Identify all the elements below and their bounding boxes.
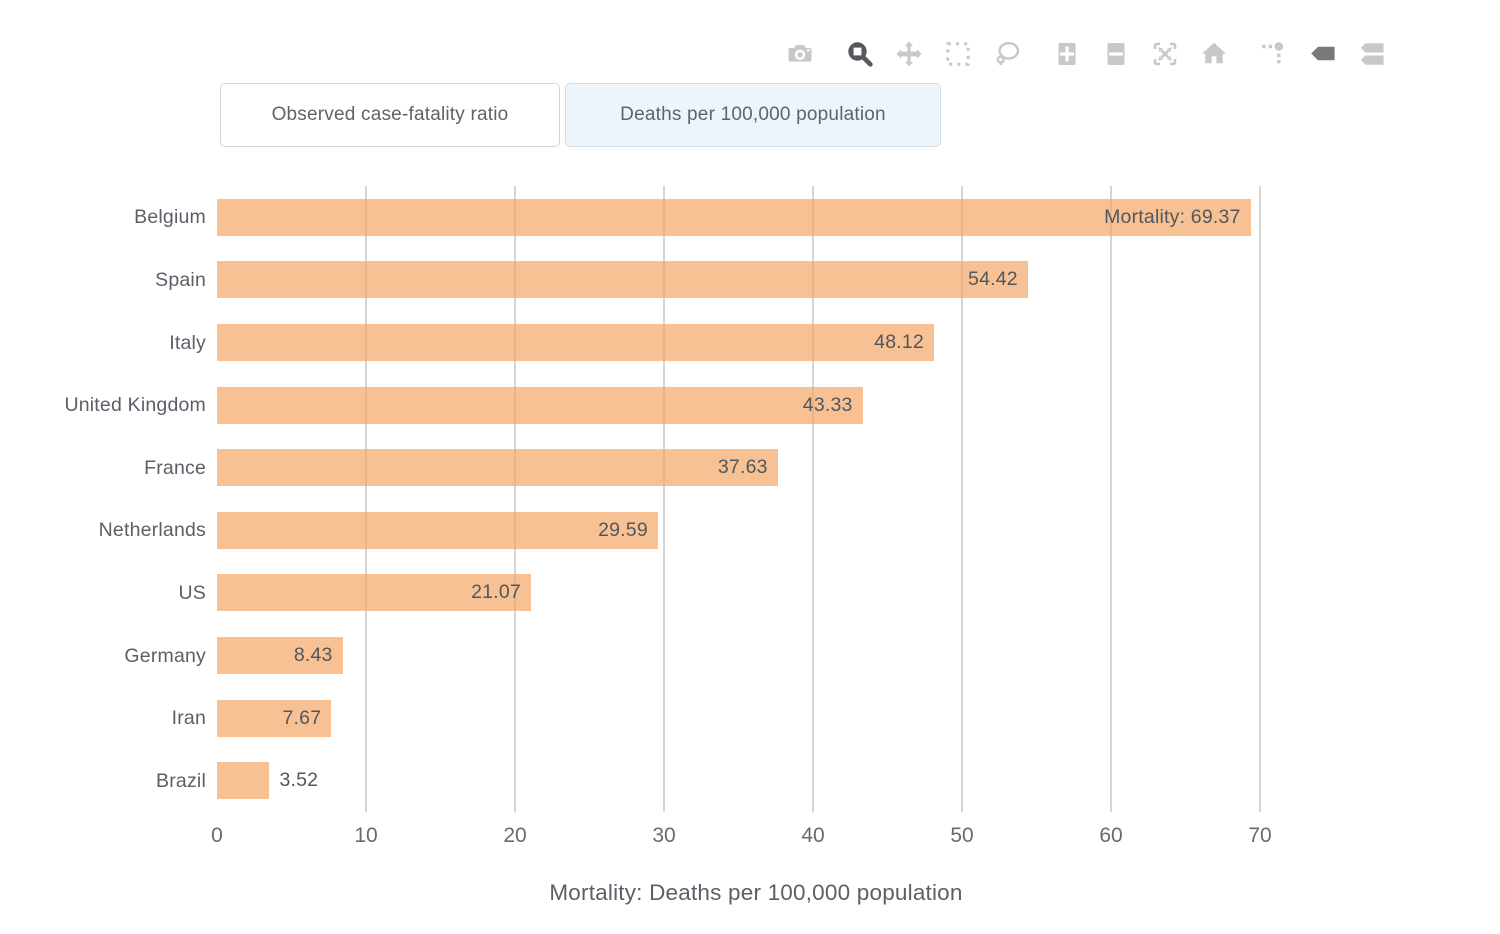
x-tick-label: 40 bbox=[801, 824, 825, 847]
gridline bbox=[961, 186, 963, 812]
x-tick-label: 10 bbox=[354, 824, 378, 847]
modebar-group-zoom bbox=[1052, 40, 1229, 68]
bar[interactable] bbox=[217, 386, 863, 424]
gridline bbox=[514, 186, 516, 812]
y-category-label: Netherlands bbox=[98, 519, 206, 542]
y-category-label: Brazil bbox=[156, 769, 206, 792]
gridline bbox=[812, 186, 814, 812]
bar-value-label: 48.12 bbox=[874, 331, 924, 353]
bar-value-label: 8.43 bbox=[293, 644, 333, 666]
button-deaths-per-100000-population[interactable]: Deaths per 100,000 population bbox=[565, 83, 941, 147]
zoom-in-icon[interactable] bbox=[1052, 40, 1082, 68]
gridline bbox=[663, 186, 665, 812]
hover-closest-icon[interactable] bbox=[1308, 40, 1338, 68]
bar-value-label: 29.59 bbox=[598, 518, 648, 541]
bar-value-label: 37.63 bbox=[717, 456, 768, 479]
lasso-select-icon[interactable] bbox=[992, 40, 1022, 68]
zoom-out-icon[interactable] bbox=[1101, 40, 1131, 68]
bar[interactable] bbox=[217, 449, 778, 487]
modebar-group-download bbox=[785, 40, 815, 68]
y-category-label: Germany bbox=[124, 644, 206, 667]
bar-value-label: 21.07 bbox=[471, 581, 521, 604]
pan-icon[interactable] bbox=[894, 40, 924, 68]
modebar-group-dragmode bbox=[845, 40, 1022, 68]
modebar-group-hover bbox=[1259, 40, 1387, 68]
x-tick-label: 0 bbox=[211, 824, 223, 847]
gridline bbox=[1110, 186, 1112, 812]
autoscale-icon[interactable] bbox=[1150, 40, 1180, 68]
bar[interactable] bbox=[217, 511, 658, 549]
bar-value-label: 3.52 bbox=[279, 769, 319, 792]
x-tick-label: 70 bbox=[1248, 824, 1272, 847]
box-select-icon[interactable] bbox=[943, 40, 973, 68]
x-tick-label: 50 bbox=[950, 824, 974, 847]
bar[interactable] bbox=[217, 699, 332, 737]
x-tick-label: 20 bbox=[503, 824, 527, 847]
bar[interactable] bbox=[217, 198, 1251, 236]
bar[interactable] bbox=[217, 261, 1028, 299]
gridline bbox=[365, 186, 367, 812]
modebar bbox=[785, 40, 1387, 68]
bar[interactable] bbox=[217, 637, 343, 674]
x-tick-label: 60 bbox=[1099, 824, 1123, 847]
camera-icon[interactable] bbox=[785, 40, 815, 68]
bar[interactable] bbox=[217, 574, 531, 612]
gridline bbox=[1259, 186, 1261, 812]
y-category-label: Iran bbox=[171, 707, 206, 730]
zoom-icon[interactable] bbox=[845, 40, 875, 68]
y-category-label: US bbox=[178, 581, 206, 604]
x-tick-label: 30 bbox=[652, 824, 676, 847]
reset-axes-home-icon[interactable] bbox=[1199, 40, 1229, 68]
hover-compare-icon[interactable] bbox=[1357, 40, 1387, 68]
y-category-label: United Kingdom bbox=[64, 394, 206, 417]
bar-value-label: Mortality: 69.37 bbox=[1104, 205, 1241, 228]
toggle-spikelines-icon[interactable] bbox=[1259, 40, 1289, 68]
button-observed-case-fatality-ratio[interactable]: Observed case-fatality ratio bbox=[220, 83, 560, 147]
y-category-label: France bbox=[144, 456, 206, 479]
y-category-label: Belgium bbox=[134, 206, 206, 229]
bar-value-label: 7.67 bbox=[282, 706, 322, 729]
bar-value-label: 54.42 bbox=[968, 268, 1018, 291]
bar[interactable] bbox=[217, 324, 934, 361]
y-category-label: Italy bbox=[169, 331, 206, 354]
bar-value-label: 43.33 bbox=[802, 393, 853, 416]
x-axis-title: Mortality: Deaths per 100,000 population bbox=[549, 880, 963, 905]
y-category-label: Spain bbox=[155, 268, 206, 291]
bar[interactable] bbox=[217, 762, 270, 800]
